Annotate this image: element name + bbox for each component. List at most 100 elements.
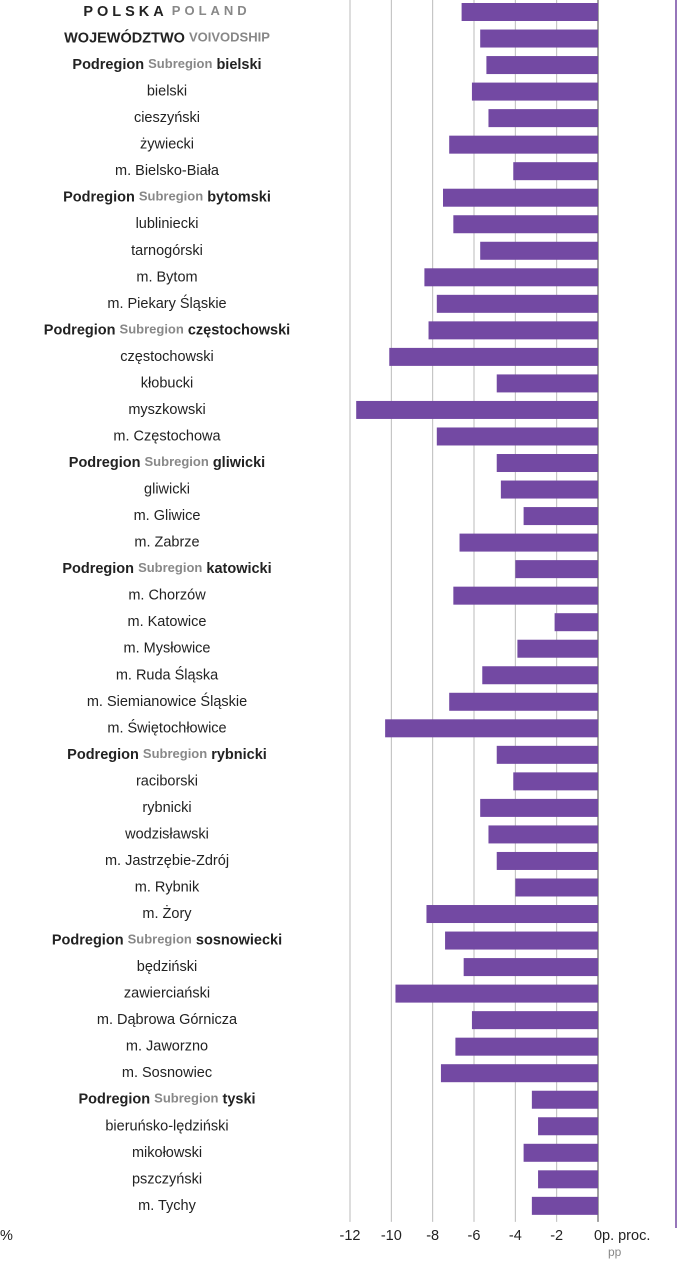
- y-tick-label: tarnogórski: [131, 243, 203, 259]
- label-part: lubliniecki: [136, 216, 199, 232]
- bar: [523, 507, 598, 526]
- bar: [496, 374, 598, 393]
- y-tick-label: m. Żory: [142, 904, 192, 922]
- y-tick-label: mikołowski: [132, 1145, 202, 1161]
- y-tick-label: WOJEWÓDZTWO VOIVODSHIP: [64, 28, 270, 46]
- label-part: Podregion: [72, 57, 144, 73]
- bar: [523, 1143, 598, 1162]
- y-tick-label: częstochowski: [120, 349, 213, 365]
- x-tick-label: -10: [381, 1228, 402, 1244]
- bar: [531, 1090, 598, 1109]
- label-part: m. Żory: [142, 904, 192, 922]
- bar: [455, 1037, 598, 1056]
- label-part: żywiecki: [140, 136, 194, 152]
- x-tick-label: 0: [594, 1228, 602, 1244]
- y-tick-label: m. Sosnowiec: [122, 1065, 212, 1081]
- y-tick-label: m. Dąbrowa Górnicza: [97, 1012, 238, 1028]
- bar: [389, 347, 598, 366]
- left-label: %: [0, 1228, 13, 1244]
- y-tick-label: m. Katowice: [128, 614, 207, 630]
- label-part: gliwicki: [144, 481, 190, 497]
- label-part: będziński: [137, 959, 197, 975]
- bar: [436, 294, 598, 313]
- x-label-en: pp: [608, 1245, 622, 1259]
- bar: [488, 825, 598, 844]
- label-part: myszkowski: [128, 402, 205, 418]
- bar: [496, 745, 598, 764]
- x-label: p. proc.: [602, 1228, 650, 1244]
- label-part: m. Ruda Śląska: [116, 665, 219, 683]
- bar: [436, 427, 598, 446]
- bar: [453, 586, 598, 605]
- y-tick-label: lubliniecki: [136, 216, 199, 232]
- y-tick-label: m. Jaworzno: [126, 1038, 208, 1054]
- y-tick-label: m. Zabrze: [134, 534, 199, 550]
- label-part: m. Chorzów: [128, 587, 206, 603]
- label-part: tyski: [222, 1092, 255, 1108]
- bar: [482, 666, 598, 685]
- y-tick-label: m. Piekary Śląskie: [107, 294, 226, 312]
- label-part: WOJEWÓDZTWO: [64, 28, 185, 46]
- bar: [463, 958, 598, 977]
- label-part: m. Zabrze: [134, 534, 199, 550]
- bar: [453, 215, 598, 234]
- x-tick-label: -6: [468, 1228, 481, 1244]
- label-part: bielski: [216, 57, 261, 73]
- bar: [449, 135, 598, 154]
- label-part: Subregion: [145, 454, 209, 469]
- label-part: bielski: [147, 83, 187, 99]
- y-tick-label: m. Bytom: [136, 269, 197, 285]
- x-tick-label: -8: [426, 1228, 439, 1244]
- y-tick-label: pszczyński: [132, 1171, 202, 1187]
- bar: [480, 241, 598, 260]
- y-tick-label: Podregion Subregion częstochowski: [44, 322, 290, 338]
- bar: [449, 692, 598, 711]
- bar: [395, 984, 598, 1003]
- label-part: m. Jastrzębie-Zdrój: [105, 853, 229, 869]
- label-part: bieruńsko-lędziński: [105, 1118, 228, 1134]
- x-tick-label: -2: [550, 1228, 563, 1244]
- y-tick-label: będziński: [137, 959, 197, 975]
- y-tick-label: m. Ruda Śląska: [116, 665, 219, 683]
- y-tick-label: POLSKA POLAND: [83, 3, 250, 19]
- label-part: m. Gliwice: [134, 508, 201, 524]
- y-tick-label: bielski: [147, 83, 187, 99]
- label-part: m. Siemianowice Śląskie: [87, 692, 247, 710]
- label-part: gliwicki: [213, 455, 265, 471]
- label-part: raciborski: [136, 773, 198, 789]
- label-part: bytomski: [207, 190, 271, 206]
- bar: [515, 560, 598, 579]
- bar: [471, 1011, 598, 1030]
- label-part: m. Jaworzno: [126, 1038, 208, 1054]
- y-tick-label: m. Świętochłowice: [107, 718, 226, 736]
- label-part: POLAND: [172, 3, 251, 18]
- label-part: m. Sosnowiec: [122, 1065, 212, 1081]
- label-part: Podregion: [78, 1092, 150, 1108]
- bar: [356, 400, 598, 419]
- bar: [488, 109, 598, 128]
- bar: [500, 480, 598, 499]
- label-part: pszczyński: [132, 1171, 202, 1187]
- label-part: m. Piekary Śląskie: [107, 294, 226, 312]
- label-part: m. Mysłowice: [123, 641, 210, 657]
- y-tick-label: wodzisławski: [124, 826, 209, 842]
- label-part: katowicki: [206, 561, 271, 577]
- y-tick-label: Podregion Subregion bytomski: [63, 189, 271, 205]
- y-tick-label: bieruńsko-lędziński: [105, 1118, 228, 1134]
- y-tick-label: m. Bielsko-Biała: [115, 163, 220, 179]
- label-part: Subregion: [138, 561, 202, 576]
- x-tick-label: -12: [340, 1228, 361, 1244]
- y-tick-label: Podregion Subregion rybnicki: [67, 746, 267, 762]
- label-part: cieszyński: [134, 110, 200, 126]
- label-part: m. Świętochłowice: [107, 718, 226, 736]
- y-tick-label: Podregion Subregion katowicki: [62, 561, 271, 577]
- label-part: m. Częstochowa: [113, 428, 221, 444]
- bar: [459, 533, 598, 552]
- label-part: m. Katowice: [128, 614, 207, 630]
- y-tick-label: m. Mysłowice: [123, 641, 210, 657]
- bar: [480, 29, 598, 48]
- bar: [513, 162, 598, 181]
- label-part: mikołowski: [132, 1145, 202, 1161]
- bar: [480, 798, 598, 817]
